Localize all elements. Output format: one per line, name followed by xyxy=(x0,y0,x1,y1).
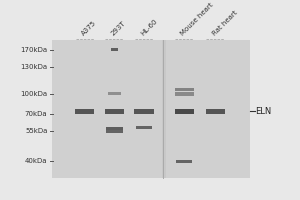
Bar xyxy=(111,48,118,51)
Bar xyxy=(136,126,152,129)
Bar xyxy=(105,109,124,114)
Bar xyxy=(175,92,194,96)
Bar xyxy=(175,109,194,114)
Bar xyxy=(108,92,121,95)
Bar xyxy=(75,109,94,114)
Text: 170kDa: 170kDa xyxy=(20,47,47,53)
Text: 293T: 293T xyxy=(110,20,127,37)
Bar xyxy=(134,109,154,114)
Bar xyxy=(106,127,122,130)
Text: A375: A375 xyxy=(80,20,98,37)
Text: Mouse heart: Mouse heart xyxy=(180,2,215,37)
Text: 130kDa: 130kDa xyxy=(20,64,47,70)
Bar xyxy=(176,160,192,163)
Bar xyxy=(106,130,122,133)
Bar xyxy=(166,40,250,178)
Text: 100kDa: 100kDa xyxy=(20,91,47,97)
Text: ELN: ELN xyxy=(256,107,272,116)
Text: 70kDa: 70kDa xyxy=(25,111,47,117)
Text: Rat heart: Rat heart xyxy=(211,10,238,37)
Text: 40kDa: 40kDa xyxy=(25,158,47,164)
Text: HL-60: HL-60 xyxy=(140,18,159,37)
Bar xyxy=(175,88,194,91)
Bar xyxy=(52,40,248,178)
Bar xyxy=(52,40,162,178)
Text: 55kDa: 55kDa xyxy=(25,128,47,134)
Bar xyxy=(206,109,225,114)
